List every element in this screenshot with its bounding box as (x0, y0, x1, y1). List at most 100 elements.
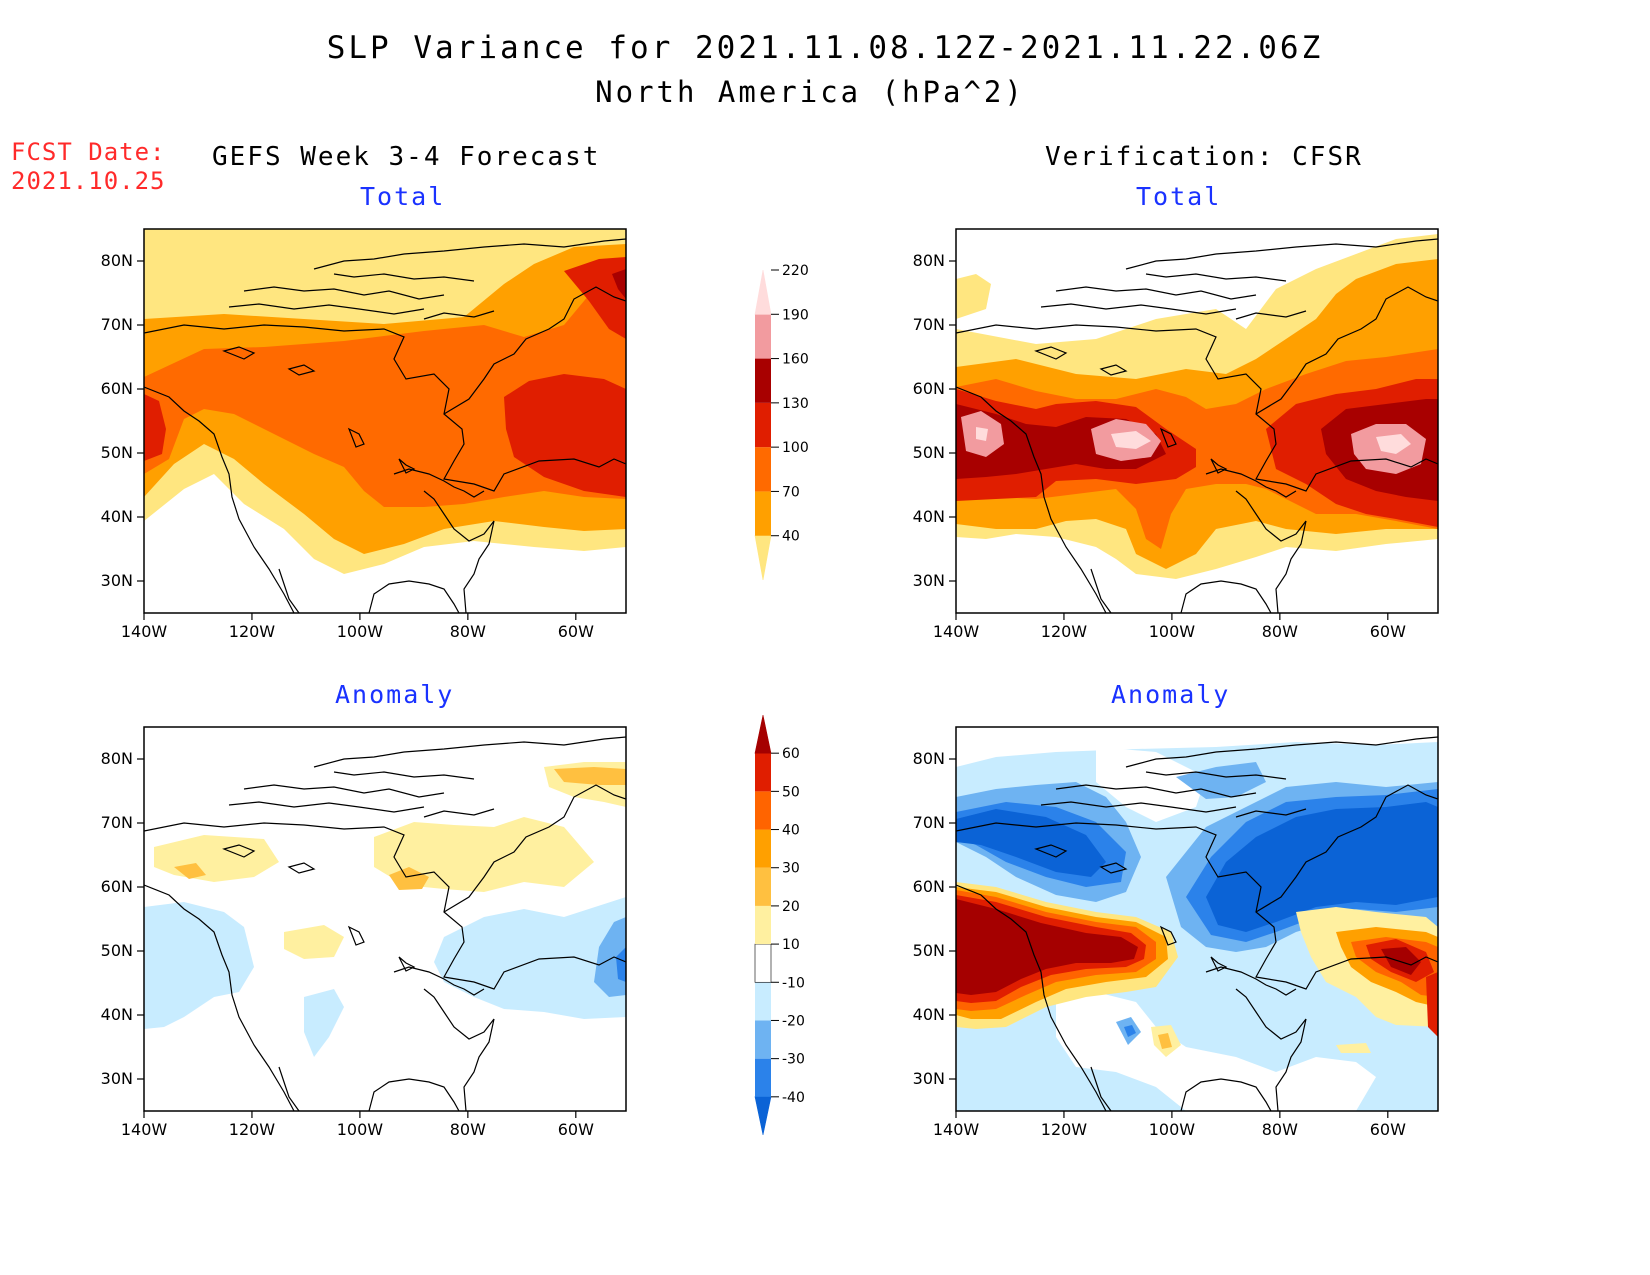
lat-tick-label: 30N (101, 1069, 133, 1088)
map-verif-anomaly: 30N 40N 50N 60N 70N 80N 140W 120W 100W 80W 60W (913, 726, 1439, 1139)
lon-tick-label: 120W (229, 1120, 276, 1139)
colorbar-swatch (755, 791, 771, 830)
map-axes: 30N 40N 50N 60N 70N 80N 140W 120W 100W 80W 60W (913, 749, 1406, 1139)
lon-tick-label: 100W (1149, 1120, 1196, 1139)
colorbar-label: 40 (782, 823, 800, 839)
lat-tick-label: 70N (913, 315, 945, 334)
lat-tick-label: 70N (101, 813, 133, 832)
map-verif-total: 30N 40N 50N 60N 70N 80N 140W 120W 100W 80W 60W (913, 228, 1439, 641)
colorbar-swatch (755, 753, 771, 792)
left-column-title: GEFS Week 3-4 Forecast (212, 142, 601, 172)
lat-tick-label: 50N (101, 443, 133, 462)
colorbar-swatch (755, 829, 771, 868)
map-axes: 30N 40N 50N 60N 70N 80N 140W 120W 100W 80W 60W (913, 251, 1406, 641)
lon-tick-label: 80W (1262, 622, 1298, 641)
colorbar-label: 130 (782, 396, 809, 412)
colorbar-swatch (755, 447, 771, 492)
lon-tick-label: 80W (1262, 1120, 1298, 1139)
lat-tick-label: 30N (101, 571, 133, 590)
colorbar-label: 40 (782, 529, 800, 545)
colorbar-anomaly: -40 -30 -20 -10 10 20 30 40 50 60 (754, 714, 805, 1136)
map-fcst-total: 30N 40N 50N 60N 70N 80N 140W 120W 100W 80W 60W (101, 228, 627, 641)
lon-tick-label: 80W (450, 622, 486, 641)
colorbar-label: 30 (782, 861, 800, 877)
fcst-date-block: FCST Date: 2021.10.25 (11, 138, 166, 196)
panel-title-verif-anomaly: Anomaly (1111, 680, 1231, 709)
colorbar-label: 50 (782, 784, 800, 800)
colorbar-swatch (754, 943, 772, 983)
lat-tick-label: 30N (913, 1069, 945, 1088)
lat-tick-label: 50N (101, 941, 133, 960)
chart-title: SLP Variance for 2021.11.08.12Z-2021.11.… (326, 30, 1324, 66)
colorbar-swatch (754, 714, 772, 754)
lat-tick-label: 40N (913, 507, 945, 526)
lon-tick-label: 120W (229, 622, 276, 641)
lat-tick-label: 80N (101, 749, 133, 768)
colorbar-label: 190 (782, 307, 809, 323)
colorbar-swatch (754, 1096, 772, 1136)
lat-tick-label: 60N (913, 877, 945, 896)
colorbar-swatch (755, 402, 771, 448)
lat-tick-label: 50N (913, 443, 945, 462)
colorbar-swatch (754, 535, 772, 581)
lon-tick-label: 100W (337, 622, 384, 641)
right-column-title: Verification: CFSR (1045, 142, 1363, 172)
lat-tick-label: 70N (101, 315, 133, 334)
colorbar-swatch (754, 269, 772, 315)
lat-tick-label: 30N (913, 571, 945, 590)
colorbar-label: 160 (782, 352, 809, 368)
fcst-date-label: FCST Date: (11, 138, 166, 166)
lon-tick-label: 140W (121, 1120, 168, 1139)
colorbar-swatch (755, 358, 771, 403)
lat-tick-label: 80N (913, 251, 945, 270)
lat-tick-label: 60N (101, 877, 133, 896)
colorbar-swatch (755, 982, 771, 1021)
colorbar-swatch (755, 867, 771, 906)
colorbar-label: -10 (782, 975, 805, 991)
lon-tick-label: 140W (933, 1120, 980, 1139)
lon-tick-label: 120W (1041, 1120, 1088, 1139)
lat-tick-label: 40N (101, 1005, 133, 1024)
lon-tick-label: 100W (337, 1120, 384, 1139)
panel-title-fcst-total: Total (360, 182, 446, 211)
lon-tick-label: 80W (450, 1120, 486, 1139)
lat-tick-label: 80N (913, 749, 945, 768)
colorbar-swatch (755, 491, 771, 536)
lon-tick-label: 60W (558, 622, 594, 641)
panel-title-verif-total: Total (1136, 182, 1222, 211)
colorbar-swatch (755, 1020, 771, 1059)
map-axes: 30N 40N 50N 60N 70N 80N 140W 120W 100W 80W 60W (101, 749, 594, 1139)
colorbar-label: -40 (782, 1090, 805, 1106)
colorbar-label: 220 (782, 263, 809, 279)
colorbar-label: 70 (782, 484, 800, 500)
colorbar-label: 60 (782, 746, 800, 762)
colorbar-swatch (755, 1058, 771, 1097)
colorbar-label: -20 (782, 1013, 805, 1029)
colorbar-total: 40 70 100 130 160 190 220 (754, 263, 809, 581)
map-fcst-anomaly: 30N 40N 50N 60N 70N 80N 140W 120W 100W 80W 60W (101, 726, 627, 1139)
colorbar-swatch (755, 314, 771, 359)
map-axes: 30N 40N 50N 60N 70N 80N 140W 120W 100W 80W 60W (101, 251, 594, 641)
lat-tick-label: 40N (101, 507, 133, 526)
colorbar-swatch (755, 905, 771, 945)
lon-tick-label: 140W (121, 622, 168, 641)
panel-title-fcst-anomaly: Anomaly (335, 680, 455, 709)
lon-tick-label: 100W (1149, 622, 1196, 641)
colorbar-label: 20 (782, 899, 800, 915)
lon-tick-label: 120W (1041, 622, 1088, 641)
lon-tick-label: 60W (1370, 1120, 1406, 1139)
colorbar-label: -30 (782, 1052, 805, 1068)
chart-subtitle: North America (hPa^2) (595, 75, 1025, 109)
lat-tick-label: 40N (913, 1005, 945, 1024)
lon-tick-label: 60W (1370, 622, 1406, 641)
lat-tick-label: 50N (913, 941, 945, 960)
lon-tick-label: 60W (558, 1120, 594, 1139)
lat-tick-label: 80N (101, 251, 133, 270)
lat-tick-label: 60N (913, 379, 945, 398)
fcst-date-value: 2021.10.25 (11, 167, 166, 195)
lat-tick-label: 60N (101, 379, 133, 398)
colorbar-label: 100 (782, 440, 809, 456)
lat-tick-label: 70N (913, 813, 945, 832)
lon-tick-label: 140W (933, 622, 980, 641)
colorbar-label: 10 (782, 937, 800, 953)
